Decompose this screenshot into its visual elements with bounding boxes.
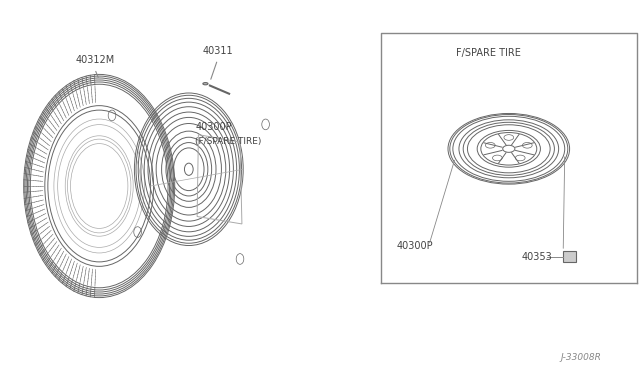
Text: 40312M: 40312M bbox=[75, 55, 115, 65]
Text: 40300P: 40300P bbox=[195, 122, 232, 132]
Text: 40353: 40353 bbox=[522, 252, 552, 262]
Text: J-33008R: J-33008R bbox=[561, 353, 602, 362]
Text: 40300P: 40300P bbox=[397, 241, 433, 250]
Text: 40311: 40311 bbox=[202, 46, 233, 56]
Text: (F/SPARE TIRE): (F/SPARE TIRE) bbox=[195, 137, 262, 146]
FancyBboxPatch shape bbox=[563, 251, 576, 262]
Ellipse shape bbox=[203, 83, 208, 85]
Text: F/SPARE TIRE: F/SPARE TIRE bbox=[456, 48, 521, 58]
